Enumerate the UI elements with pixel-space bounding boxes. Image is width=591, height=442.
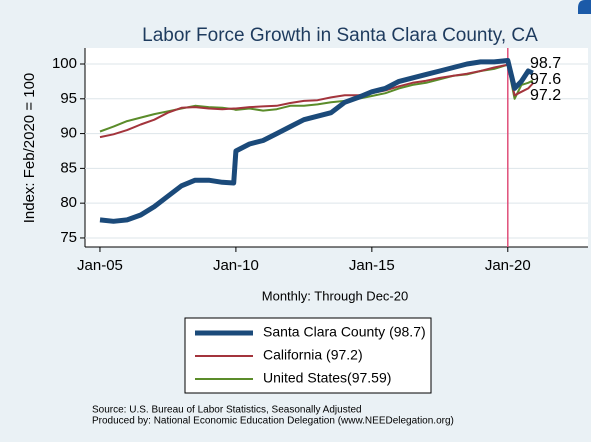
plot-area	[85, 48, 588, 247]
x-tick-label: Jan-20	[485, 257, 531, 274]
legend-label: Santa Clara County (98.7)	[263, 324, 426, 340]
end-label: 98.7	[530, 55, 561, 72]
series-line	[99, 58, 534, 224]
x-tick-label: Jan-05	[77, 257, 123, 274]
end-label: 97.2	[530, 87, 561, 104]
legend-label: California (97.2)	[263, 347, 363, 363]
y-tick-label: 85	[60, 159, 77, 176]
y-tick-label: 90	[60, 125, 77, 142]
x-tick-label: Jan-10	[213, 257, 259, 274]
y-tick-label: 100	[52, 55, 77, 72]
legend-label: United States(97.59)	[263, 370, 391, 386]
chart-title: Labor Force Growth in Santa Clara County…	[142, 25, 538, 46]
x-tick-label: Jan-15	[349, 257, 395, 274]
y-tick-label: 75	[60, 229, 77, 246]
end-label: 97.6	[530, 71, 561, 88]
corner-icon	[578, 0, 591, 14]
y-tick-label: 95	[60, 90, 77, 107]
source-text: Source: U.S. Bureau of Labor Statistics,…	[92, 405, 362, 416]
y-tick-label: 80	[60, 194, 77, 211]
source-text: Produced by: National Economic Education…	[92, 416, 454, 427]
series-line	[99, 63, 534, 139]
x-axis-label: Monthly: Through Dec-20	[262, 288, 408, 303]
y-axis-label: Index: Feb/2020 = 100	[21, 73, 38, 224]
